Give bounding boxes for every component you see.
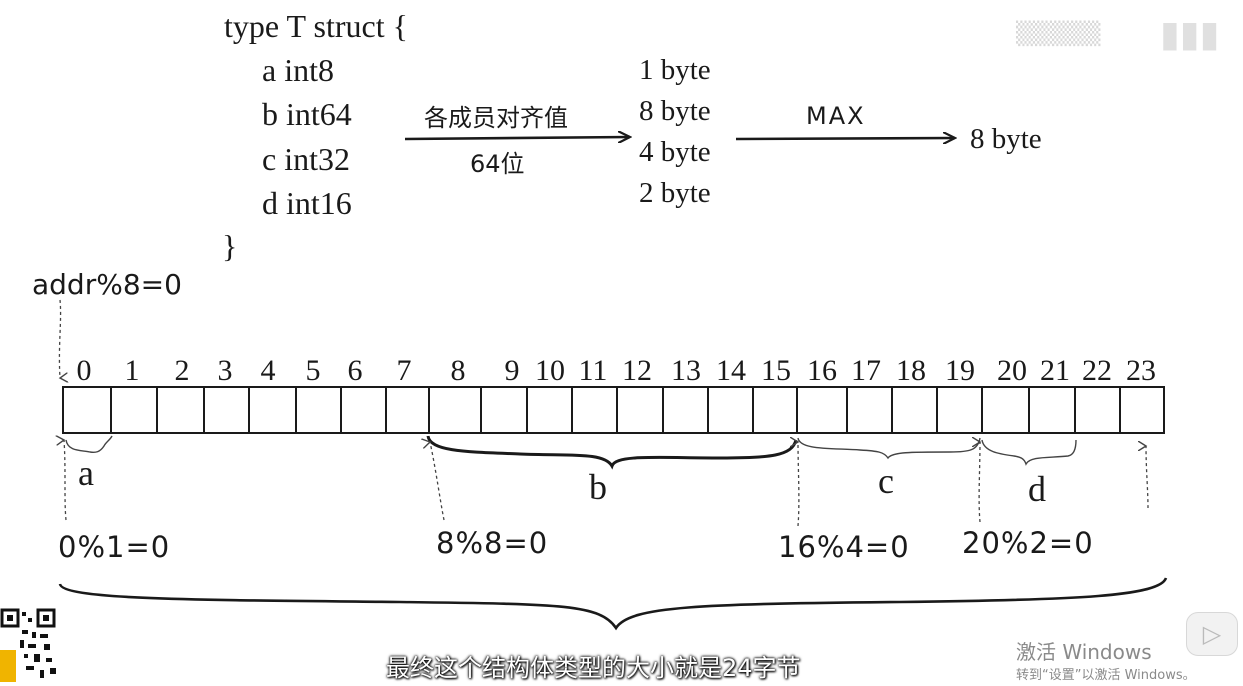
byte-index: 20 <box>997 354 1027 387</box>
arrow1-top-label: 各成员对齐值 <box>424 104 568 132</box>
condition-a: 0%1=0 <box>58 530 171 564</box>
memory-cell <box>616 386 664 434</box>
brace-total <box>58 577 1168 631</box>
field-a-decl: a int8 <box>262 52 334 88</box>
pointer-0 <box>64 440 67 521</box>
activate-windows-subtitle: 转到“设置”以激活 Windows。 <box>1016 668 1196 683</box>
field-b-decl: b int64 <box>262 96 352 132</box>
pointer-16 <box>798 442 800 527</box>
byte-index: 12 <box>622 354 652 387</box>
arrow1 <box>404 137 630 139</box>
arrow2-result: 8 byte <box>970 123 1042 155</box>
brace-c <box>797 437 981 460</box>
field-label-b: b <box>589 467 607 507</box>
memory-cell <box>428 386 482 434</box>
byte-index: 0 <box>76 354 92 387</box>
memory-cell <box>203 386 250 434</box>
qr-accent-bar <box>0 650 16 682</box>
byte-index: 17 <box>851 354 881 387</box>
byte-index: 16 <box>807 354 837 387</box>
condition-d: 20%2=0 <box>962 526 1094 560</box>
memory-cell <box>526 386 573 434</box>
memory-cell <box>796 386 848 434</box>
condition-b: 8%8=0 <box>436 526 549 560</box>
align-d: 2 byte <box>639 177 711 209</box>
byte-index: 11 <box>578 354 608 387</box>
field-label-c: c <box>878 461 894 501</box>
byte-index: 7 <box>396 354 412 387</box>
arrow1-bottom-label: 64位 <box>470 150 525 178</box>
memory-cell <box>156 386 205 434</box>
memory-cell <box>1028 386 1076 434</box>
brace-a <box>65 435 113 454</box>
byte-index: 23 <box>1126 354 1156 387</box>
byte-index: 1 <box>124 354 140 387</box>
play-icon: ▷ <box>1202 620 1222 648</box>
byte-index: 22 <box>1082 354 1112 387</box>
memory-cell <box>385 386 430 434</box>
struct-close: } <box>222 228 238 264</box>
byte-index: 2 <box>174 354 190 387</box>
field-label-a: a <box>78 453 94 493</box>
memory-cell <box>62 386 112 434</box>
byte-index: 19 <box>945 354 975 387</box>
video-subtitle: 最终这个结构体类型的大小就是24字节 <box>386 654 801 682</box>
channel-watermark: ▒▒▒▒▒ <box>1016 22 1101 47</box>
byte-index: 21 <box>1040 354 1070 387</box>
align-a: 1 byte <box>639 54 711 86</box>
align-b: 8 byte <box>639 95 711 127</box>
arrow2-label: MAX <box>806 102 866 130</box>
byte-index: 5 <box>305 354 321 387</box>
field-d-decl: d int16 <box>262 185 352 221</box>
struct-open: type T struct { <box>224 8 408 44</box>
byte-index: 13 <box>671 354 701 387</box>
memory-cell <box>1119 386 1165 434</box>
align-c: 4 byte <box>639 136 711 168</box>
pointer-24 <box>1146 446 1149 509</box>
addr-label: addr%8=0 <box>32 268 182 301</box>
byte-index: 9 <box>504 354 520 387</box>
addr-arrow <box>59 299 60 378</box>
byte-index: 3 <box>217 354 233 387</box>
brace-d <box>981 439 1077 466</box>
brace-b <box>426 435 798 470</box>
byte-index: 10 <box>535 354 565 387</box>
pointer-8 <box>430 442 445 521</box>
condition-c: 16%4=0 <box>778 530 910 564</box>
play-button[interactable]: ▷ <box>1186 612 1238 656</box>
arrow2 <box>735 138 955 139</box>
pointer-20 <box>979 442 980 523</box>
byte-index: 14 <box>716 354 746 387</box>
byte-index: 15 <box>761 354 791 387</box>
byte-index: 18 <box>896 354 926 387</box>
field-c-decl: c int32 <box>262 141 350 177</box>
activate-windows-title: 激活 Windows <box>1016 640 1152 664</box>
field-label-d: d <box>1028 469 1046 509</box>
memory-cell <box>110 386 158 434</box>
byte-index: 8 <box>450 354 466 387</box>
bilibili-logo: ▮▮▮ <box>1160 14 1220 55</box>
byte-index: 4 <box>260 354 276 387</box>
byte-index: 6 <box>347 354 363 387</box>
